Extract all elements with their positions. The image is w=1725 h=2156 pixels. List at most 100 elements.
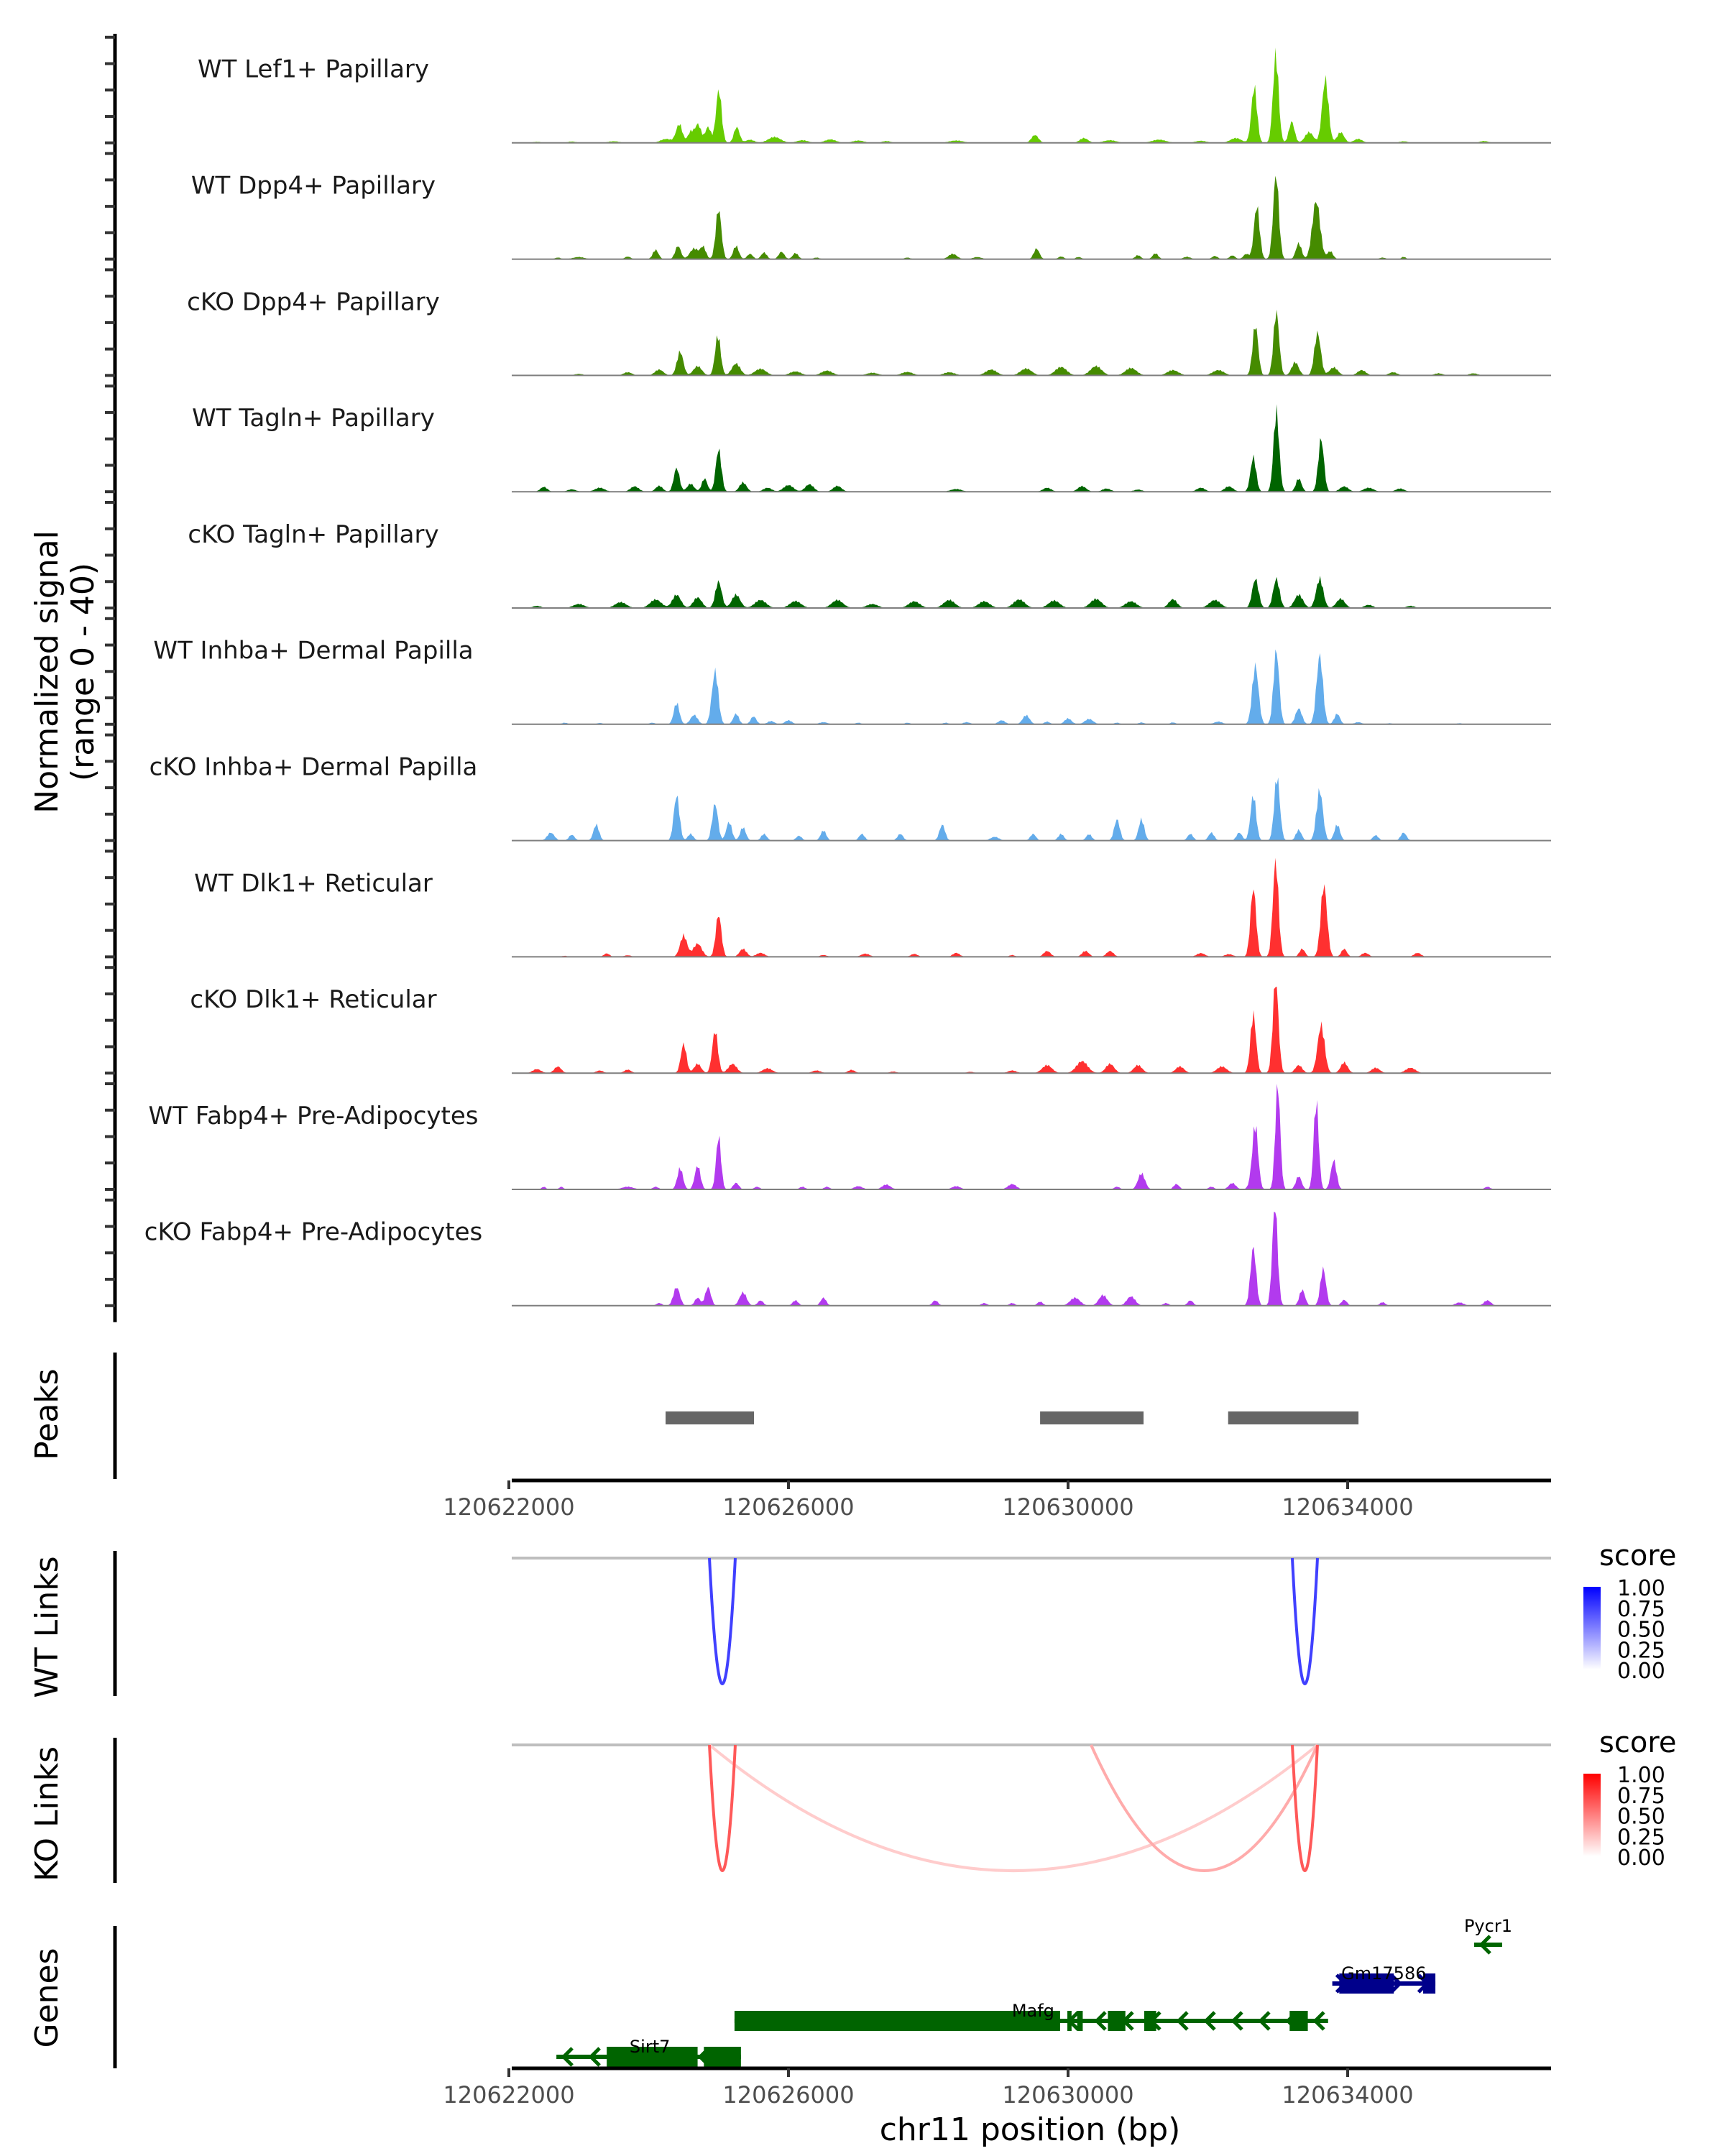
coverage-area [512, 404, 1551, 492]
links-label: WT Links [29, 1556, 65, 1697]
link-arc [1290, 1557, 1319, 1685]
track-label: WT Inhba+ Dermal Papilla [153, 637, 473, 665]
track-label: WT Lef1+ Papillary [198, 55, 429, 84]
gene: Mafg [734, 2001, 1328, 2031]
gene-exon [734, 2011, 1060, 2031]
x-tick-label: 120626000 [722, 2081, 854, 2109]
x-tick-label: 120622000 [443, 1493, 574, 1521]
strand-arrow-icon [1176, 2011, 1189, 2031]
legend-tick-label: 0.25 [1617, 1638, 1665, 1663]
gene-exon [704, 2047, 741, 2067]
coverage-area [512, 857, 1551, 957]
coverage-track: cKO Inhba+ Dermal Papilla [105, 733, 1551, 842]
coverage-track: WT Inhba+ Dermal Papilla [105, 617, 1551, 726]
coverage-track: WT Dpp4+ Papillary [105, 152, 1551, 261]
genes-panel: Genes Sirt7 Mafg Gm17586 Pycr1 [29, 1916, 1512, 2068]
coverage-track: WT Lef1+ Papillary [105, 35, 1551, 144]
x-tick-label: 120626000 [722, 1493, 854, 1521]
x-axis-bottom: 120622000 120626000 120630000 120634000 [443, 2066, 1551, 2109]
legend-tick-label: 0.25 [1617, 1825, 1665, 1850]
track-label: cKO Tagln+ Papillary [188, 520, 438, 549]
strand-arrow-icon [1203, 2011, 1216, 2031]
coverage-track: cKO Fabp4+ Pre-Adipocytes [105, 1198, 1551, 1307]
link-arc [1090, 1744, 1319, 1872]
coverage-track: cKO Tagln+ Papillary [105, 501, 1551, 609]
gene-exon [1144, 2011, 1156, 2031]
x-axis-middle: 120622000 120626000 120630000 120634000 [443, 1478, 1551, 1521]
gene-exon [1339, 1973, 1394, 1994]
legend-colorbar [1583, 1774, 1601, 1856]
coverage-tracks: WT Lef1+ Papillary WT Dpp4+ Papillary cKO … [105, 34, 1551, 1322]
coverage-track: cKO Dpp4+ Papillary [105, 268, 1551, 377]
track-label: cKO Fabp4+ Pre-Adipocytes [144, 1218, 483, 1247]
peak-region [1040, 1411, 1144, 1424]
x-tick-label: 120634000 [1282, 1493, 1413, 1521]
links-label: KO Links [29, 1746, 65, 1881]
legend-tick-label: 0.75 [1617, 1597, 1665, 1622]
coverage-area [512, 576, 1551, 608]
legend-tick-label: 0.75 [1617, 1784, 1665, 1809]
gene-name-label: Gm17586 [1341, 1963, 1426, 1984]
gene-exon [607, 2047, 698, 2067]
x-axis-title: chr11 position (bp) [880, 2111, 1181, 2148]
gene-exon [1108, 2011, 1126, 2031]
gene-name-label: Sirt7 [630, 2037, 670, 2057]
x-tick-label: 120622000 [443, 2081, 574, 2109]
track-label: WT Tagln+ Papillary [192, 404, 435, 433]
legend-title: score [1599, 1726, 1676, 1759]
coverage-area [512, 649, 1551, 724]
track-label: cKO Dpp4+ Papillary [187, 287, 440, 316]
y-axis-title-line1: Normalized signal [29, 530, 65, 814]
gene: Sirt7 [556, 2037, 741, 2067]
y-axis-title: Normalized signal (range 0 - 40) [29, 530, 101, 814]
gene-exon [1289, 2011, 1308, 2031]
score-legend: score 1.000.750.500.250.00 [1583, 1726, 1676, 1871]
genes-label: Genes [29, 1948, 65, 2047]
score-legend: score 1.000.750.500.250.00 [1583, 1539, 1676, 1684]
gene-name-label: Pycr1 [1464, 1916, 1512, 1936]
x-tick-label: 120634000 [1282, 2081, 1413, 2109]
coverage-area [512, 309, 1551, 376]
gene-exon [1067, 2011, 1072, 2031]
coverage-area [512, 777, 1551, 841]
strand-arrow-icon [1258, 2011, 1271, 2031]
legend-tick-label: 0.00 [1617, 1846, 1665, 1871]
legend-tick-label: 0.50 [1617, 1805, 1665, 1830]
coverage-area [512, 47, 1551, 143]
link-arc [708, 1743, 1319, 1872]
coverage-area [512, 986, 1551, 1074]
strand-arrow-icon [1389, 1973, 1403, 1994]
links-panel: WT Links score 1.000.750.500.250.00 [29, 1539, 1676, 1698]
coverage-area [512, 1084, 1551, 1189]
strand-arrow-icon [1478, 1935, 1491, 1955]
strand-arrow-icon [1094, 2011, 1107, 2031]
strand-arrow-icon [1230, 2011, 1243, 2031]
legend-tick-label: 0.50 [1617, 1618, 1665, 1643]
links-panel: KO Links score 1.000.750.500.250.00 [29, 1726, 1676, 1883]
peaks-label: Peaks [29, 1368, 65, 1460]
legend-tick-label: 0.00 [1617, 1659, 1665, 1684]
coverage-area [512, 175, 1551, 259]
coverage-track: WT Dlk1+ Reticular [105, 849, 1551, 959]
gene-exon [1077, 2011, 1083, 2031]
peaks-panel: Peaks [29, 1353, 1359, 1479]
strand-arrow-icon [1312, 2011, 1325, 2031]
link-arc [1290, 1744, 1319, 1872]
x-tick-label: 120630000 [1002, 2081, 1133, 2109]
legend-tick-label: 1.00 [1617, 1576, 1665, 1601]
gene: Gm17586 [1332, 1963, 1436, 1994]
peak-region [1228, 1411, 1359, 1424]
strand-arrow-icon [588, 2047, 601, 2067]
legend-tick-label: 1.00 [1617, 1763, 1665, 1788]
track-label: WT Dlk1+ Reticular [194, 869, 433, 898]
y-axis-title-line2: (range 0 - 40) [65, 563, 101, 781]
track-label: WT Dpp4+ Papillary [191, 171, 436, 200]
gene-name-label: Mafg [1012, 2001, 1054, 2021]
link-arc [708, 1744, 737, 1872]
legend-colorbar [1583, 1587, 1601, 1669]
x-tick-label: 120630000 [1002, 1493, 1133, 1521]
track-label: WT Fabp4+ Pre-Adipocytes [149, 1102, 479, 1130]
track-label: cKO Inhba+ Dermal Papilla [150, 752, 478, 781]
